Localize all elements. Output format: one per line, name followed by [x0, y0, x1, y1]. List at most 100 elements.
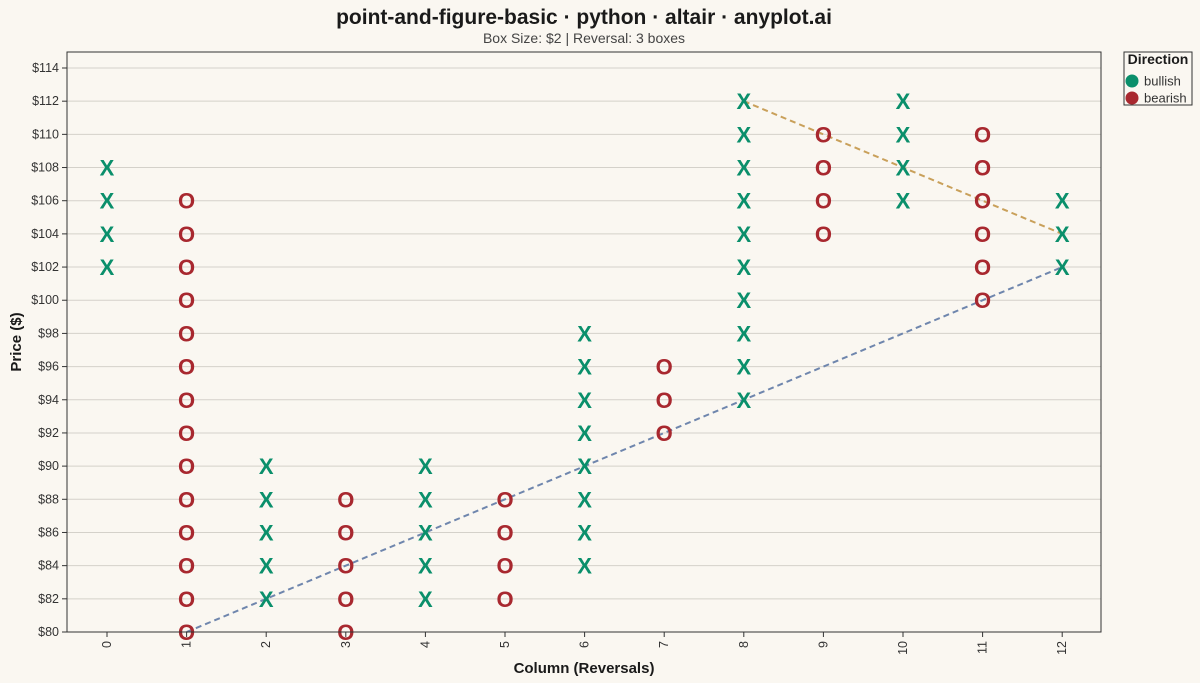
o-mark: O — [178, 222, 195, 247]
x-mark: X — [736, 156, 751, 181]
y-tick-label: $86 — [38, 525, 59, 539]
o-mark: O — [974, 189, 991, 214]
y-tick-label: $92 — [38, 426, 59, 440]
o-mark: O — [178, 587, 195, 612]
chart-title: point-and-figure-basic · python · altair… — [336, 6, 832, 29]
x-mark: X — [736, 288, 751, 313]
o-mark: O — [178, 355, 195, 380]
trendlines — [186, 100, 1063, 633]
x-mark: X — [736, 89, 751, 114]
x-tick-label: 10 — [896, 641, 910, 655]
o-mark: O — [656, 355, 673, 380]
x-tick-label: 8 — [737, 641, 751, 648]
x-mark: X — [259, 554, 274, 579]
chart-subtitle: Box Size: $2 | Reversal: 3 boxes — [483, 30, 685, 46]
resistance-trendline — [743, 100, 1063, 235]
o-mark: O — [337, 520, 354, 545]
legend-frame — [1123, 51, 1193, 106]
x-axis: 0 1 2 3 4 5 6 7 8 9 10 11 12 — [100, 632, 1069, 655]
o-mark: O — [178, 321, 195, 346]
y-tick-label: $108 — [31, 161, 59, 175]
y-tick-label: $82 — [38, 592, 59, 606]
o-mark: O — [815, 189, 832, 214]
y-axis-title: Price ($) — [8, 312, 25, 371]
o-mark: O — [178, 189, 195, 214]
x-mark: X — [1055, 255, 1070, 280]
gridlines — [67, 67, 1101, 633]
y-tick-label: $80 — [38, 625, 59, 639]
x-mark: X — [736, 355, 751, 380]
o-mark: O — [974, 222, 991, 247]
o-mark: O — [178, 388, 195, 413]
o-mark: O — [656, 388, 673, 413]
y-tick-label: $100 — [31, 293, 59, 307]
o-mark: O — [974, 156, 991, 181]
x-mark: X — [896, 89, 911, 114]
x-mark: X — [577, 321, 592, 346]
x-tick-label: 5 — [498, 641, 512, 648]
x-mark: X — [736, 321, 751, 346]
o-mark: O — [496, 554, 513, 579]
x-tick-label: 0 — [100, 641, 114, 648]
x-tick-label: 2 — [259, 641, 273, 648]
support-trendline — [186, 266, 1063, 633]
o-mark: O — [178, 554, 195, 579]
y-tick-label: $102 — [31, 260, 59, 274]
o-mark: O — [974, 255, 991, 280]
x-mark: X — [896, 122, 911, 147]
y-tick-label: $98 — [38, 326, 59, 340]
x-mark: X — [577, 487, 592, 512]
o-mark: O — [815, 222, 832, 247]
x-mark: X — [736, 222, 751, 247]
o-mark: O — [496, 520, 513, 545]
x-mark: X — [100, 255, 115, 280]
x-tick-label: 7 — [657, 641, 671, 648]
x-mark: X — [736, 255, 751, 280]
o-mark: O — [974, 288, 991, 313]
plot-frame — [66, 51, 1102, 633]
o-mark: O — [337, 554, 354, 579]
o-mark: O — [337, 487, 354, 512]
x-mark: X — [896, 156, 911, 181]
y-tick-label: $114 — [32, 61, 59, 75]
x-mark: X — [100, 156, 115, 181]
o-mark: O — [178, 487, 195, 512]
x-mark: X — [418, 454, 433, 479]
x-mark: X — [736, 122, 751, 147]
x-mark: X — [1055, 189, 1070, 214]
o-mark: O — [496, 587, 513, 612]
legend: Direction bullish bearish — [1123, 51, 1193, 106]
y-tick-label: $106 — [31, 194, 59, 208]
x-tick-label: 12 — [1055, 641, 1069, 655]
x-mark: X — [418, 520, 433, 545]
x-mark: X — [1055, 222, 1070, 247]
x-tick-label: 3 — [339, 641, 353, 648]
o-mark: O — [178, 288, 195, 313]
x-mark: X — [577, 355, 592, 380]
x-mark: X — [418, 587, 433, 612]
x-mark: X — [259, 454, 274, 479]
x-mark: X — [577, 388, 592, 413]
x-mark: X — [100, 222, 115, 247]
x-mark: X — [577, 520, 592, 545]
legend-label-bullish: bullish — [1144, 74, 1181, 89]
legend-entries: bullish bearish — [1125, 74, 1187, 106]
x-mark: X — [259, 587, 274, 612]
y-tick-label: $96 — [38, 360, 59, 374]
y-tick-label: $90 — [38, 459, 59, 473]
o-mark: O — [815, 156, 832, 181]
o-mark: O — [178, 421, 195, 446]
legend-swatch-bullish — [1125, 74, 1139, 88]
x-tick-label: 1 — [180, 641, 194, 648]
x-mark: X — [259, 520, 274, 545]
y-tick-label: $112 — [32, 94, 59, 108]
o-mark: O — [178, 255, 195, 280]
legend-label-bearish: bearish — [1144, 91, 1187, 106]
x-tick-label: 4 — [418, 641, 432, 648]
x-mark: X — [896, 189, 911, 214]
o-mark: O — [178, 520, 195, 545]
o-mark: O — [656, 421, 673, 446]
x-axis-title: Column (Reversals) — [514, 660, 655, 677]
x-mark: X — [577, 421, 592, 446]
y-tick-label: $88 — [38, 492, 59, 506]
